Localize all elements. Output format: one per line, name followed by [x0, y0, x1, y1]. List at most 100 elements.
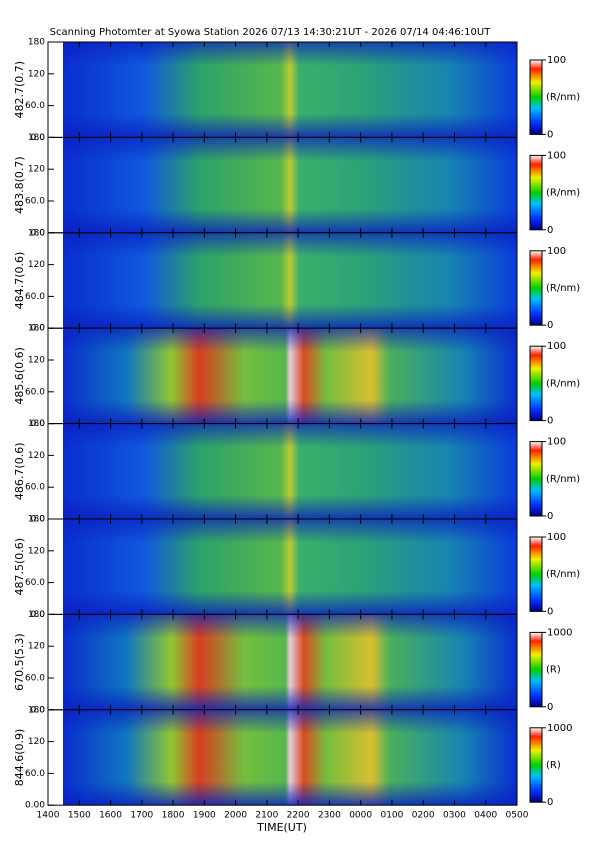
x-tick-label: 1600 — [99, 811, 122, 821]
y-tick-label: 180 — [28, 419, 45, 429]
colorbar-tick-label: 100 — [547, 246, 566, 257]
y-tick-label: 120 — [28, 451, 45, 461]
colorbar — [529, 536, 543, 612]
colorbar-tick-label: 100 — [547, 532, 566, 543]
y-tick-label: 0.00 — [25, 801, 45, 811]
y-axis-label: 483.8(0.7) — [13, 156, 26, 214]
colorbar-tick-label: 0 — [547, 416, 553, 427]
x-tick-label: 2300 — [318, 811, 341, 821]
y-tick-label: 180 — [28, 133, 45, 143]
y-tick-label: 60.0 — [25, 578, 45, 588]
x-tick-label: 1400 — [37, 811, 60, 821]
heatmap-shade — [63, 232, 517, 329]
y-tick-label: 60.0 — [25, 101, 45, 111]
colorbar-tick-label: 1000 — [547, 723, 572, 734]
y-axis-label: 487.5(0.6) — [13, 538, 26, 596]
y-tick-label: 60.0 — [25, 769, 45, 779]
y-axis-label: 844.6(0.9) — [13, 729, 26, 787]
y-tick-label: 120 — [28, 546, 45, 556]
y-tick-label: 120 — [28, 642, 45, 652]
y-tick-label: 120 — [28, 737, 45, 747]
colorbar-tick-label: 0 — [547, 320, 553, 331]
x-tick-label: 2200 — [287, 811, 310, 821]
heatmap-shade — [63, 519, 517, 615]
x-tick-label: 2100 — [255, 811, 278, 821]
y-tick-label: 0.0 — [31, 324, 46, 334]
x-tick-label: 1800 — [162, 811, 185, 821]
y-axis-label: 486.7(0.6) — [13, 443, 26, 501]
y-tick-label: 0.0 — [31, 419, 46, 429]
y-tick-label: 120 — [28, 165, 45, 175]
y-tick-label: 180 — [28, 38, 45, 48]
y-tick-label: 180 — [28, 228, 45, 238]
x-tick-label: 0300 — [443, 811, 466, 821]
colorbar-label: (R/nm) — [546, 283, 580, 294]
colorbar-label: (R) — [546, 665, 561, 676]
heatmap-shade — [63, 137, 517, 233]
y-tick-label: 0.0 — [31, 133, 46, 143]
y-axis-label: 485.6(0.6) — [13, 347, 26, 405]
colorbar-tick-label: 100 — [547, 437, 566, 448]
x-tick-label: 2000 — [224, 811, 247, 821]
heatmap-shade — [63, 709, 517, 806]
y-tick-label: 180 — [28, 705, 45, 715]
colorbar-tick-label: 0 — [547, 797, 553, 808]
y-tick-label: 60.0 — [25, 674, 45, 684]
colorbar-tick-label: 0 — [547, 702, 553, 713]
colorbar — [529, 441, 543, 517]
x-tick-label: 1500 — [68, 811, 91, 821]
colorbar-label: (R/nm) — [546, 474, 580, 485]
colorbar-tick-label: 100 — [547, 341, 566, 352]
colorbar-tick-label: 0 — [547, 129, 553, 140]
x-tick-label: 0400 — [474, 811, 497, 821]
x-tick-label: 0000 — [349, 811, 372, 821]
y-tick-label: 180 — [28, 324, 45, 334]
colorbar-label: (R) — [546, 760, 561, 771]
y-tick-label: 60.0 — [25, 387, 45, 397]
y-tick-label: 0.0 — [31, 610, 46, 620]
x-axis-label: TIME(UT) — [256, 821, 307, 834]
x-tick-label: 0500 — [506, 811, 529, 821]
y-tick-label: 180 — [28, 610, 45, 620]
x-tick-label: 1700 — [130, 811, 153, 821]
panel-frame — [47, 709, 518, 806]
colorbar-label: (R/nm) — [546, 569, 580, 580]
colorbar — [529, 631, 543, 708]
y-tick-label: 120 — [28, 260, 45, 270]
y-axis-label: 482.7(0.7) — [13, 61, 26, 119]
colorbar-label: (R/nm) — [546, 92, 580, 103]
colorbar-tick-label: 1000 — [547, 627, 572, 638]
colorbar-label: (R/nm) — [546, 378, 580, 389]
colorbar-tick-label: 100 — [547, 55, 566, 66]
y-tick-label: 60.0 — [25, 197, 45, 207]
y-tick-label: 0.0 — [31, 515, 46, 525]
y-axis-label: 484.7(0.6) — [13, 252, 26, 310]
colorbar-tick-label: 0 — [547, 511, 553, 522]
colorbar — [529, 250, 543, 326]
x-tick-label: 0100 — [380, 811, 403, 821]
y-tick-label: 60.0 — [25, 483, 45, 493]
heatmap-shade — [63, 423, 517, 519]
x-tick-label: 1900 — [193, 811, 216, 821]
y-tick-label: 120 — [28, 356, 45, 366]
y-tick-label: 180 — [28, 515, 45, 525]
x-tick-label: 0200 — [412, 811, 435, 821]
y-tick-label: 120 — [28, 69, 45, 79]
figure-title: Scanning Photomter at Syowa Station 2026… — [50, 27, 492, 38]
y-tick-label: 60.0 — [25, 292, 45, 302]
y-tick-label: 0.0 — [31, 705, 46, 715]
heatmap-shade — [63, 328, 517, 424]
colorbar — [529, 154, 543, 231]
colorbar — [529, 727, 543, 803]
colorbar — [529, 345, 543, 422]
y-tick-label: 0.0 — [31, 228, 46, 238]
colorbar-tick-label: 0 — [547, 225, 553, 236]
y-axis-label: 670.5(5.3) — [13, 633, 26, 691]
heatmap-shade — [63, 614, 517, 710]
heatmap-shade — [63, 42, 517, 138]
colorbar-tick-label: 100 — [547, 150, 566, 161]
colorbar-label: (R/nm) — [546, 188, 580, 199]
colorbar — [529, 59, 543, 135]
